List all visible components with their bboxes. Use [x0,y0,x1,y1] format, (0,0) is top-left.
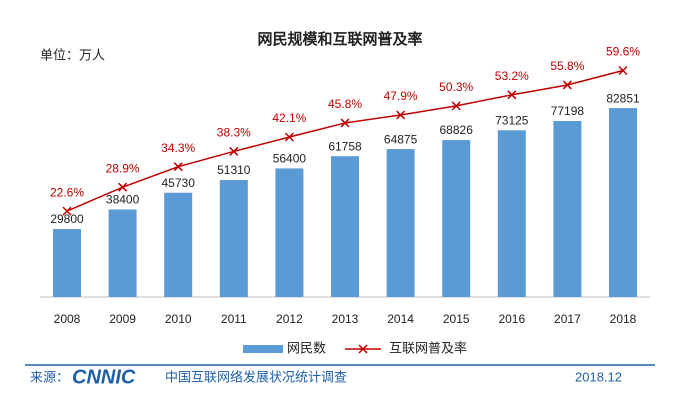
bar-value-label: 56400 [273,152,307,166]
legend-marker [358,344,368,354]
bar [609,108,637,297]
x-tick-label: 2014 [387,312,414,326]
x-tick-label: 2011 [221,312,247,326]
line-value-label: 59.6% [606,45,640,59]
x-tick-label: 2008 [54,312,81,326]
line-value-label: 47.9% [384,89,418,103]
line-value-label: 50.3% [439,80,473,94]
bar-value-label: 82851 [606,91,640,105]
x-tick-label: 2017 [554,312,581,326]
legend-swatch [243,345,283,353]
unit-label: 单位：万人 [40,47,105,62]
bar [553,120,582,298]
source-name: 中国互联网络发展状况统计调查 [165,369,347,384]
line-marker [118,182,128,192]
line-value-label: 53.2% [495,69,529,83]
bar [53,229,81,297]
legend-label: 互联网普及率 [389,340,467,355]
bar-value-label: 45730 [162,176,196,190]
bar-value-label: 29800 [50,212,84,226]
bar-value-label: 61758 [328,139,362,153]
bar-value-label: 64875 [384,132,418,146]
line-marker [173,162,183,172]
x-tick-label: 2015 [443,312,470,326]
bar-value-label: 51310 [217,163,251,177]
line-marker [618,65,628,76]
line-marker [396,110,406,120]
line-marker [229,146,239,156]
source-logo: CNNIC [72,366,136,388]
bar [275,168,304,297]
line-value-label: 34.3% [161,141,195,155]
bar-value-label: 73125 [495,113,529,127]
line-marker [451,101,461,111]
chart-title: 网民规模和互联网普及率 [257,30,422,48]
line-value-label: 22.6% [50,185,84,199]
line-marker [340,118,350,128]
bar-value-label: 68826 [440,123,474,137]
x-tick-label: 2016 [498,312,525,326]
line-marker [284,132,294,142]
bar [442,140,471,297]
line-marker [562,80,572,90]
bar [331,156,359,297]
x-tick-label: 2012 [276,312,303,326]
x-tick-label: 2010 [165,312,192,326]
line-value-label: 28.9% [106,161,140,175]
date: 2018.12 [575,369,622,384]
bar [219,180,248,297]
x-tick-label: 2018 [610,312,637,326]
bar-value-label: 77198 [551,104,585,118]
bar-value-label: 38400 [106,193,140,207]
bar [108,209,137,297]
bar [164,192,193,297]
bar [497,130,526,297]
x-tick-label: 2009 [109,312,136,326]
line-value-label: 45.8% [328,97,362,111]
x-tick-label: 2013 [332,312,359,326]
line-value-label: 38.3% [217,126,251,140]
bar [386,149,415,297]
line-value-label: 55.8% [550,59,584,73]
legend-label: 网民数 [287,340,326,355]
line-value-label: 42.1% [272,111,306,125]
line-marker [62,206,72,216]
source-label: 来源： [30,369,69,384]
line-marker [507,90,517,100]
